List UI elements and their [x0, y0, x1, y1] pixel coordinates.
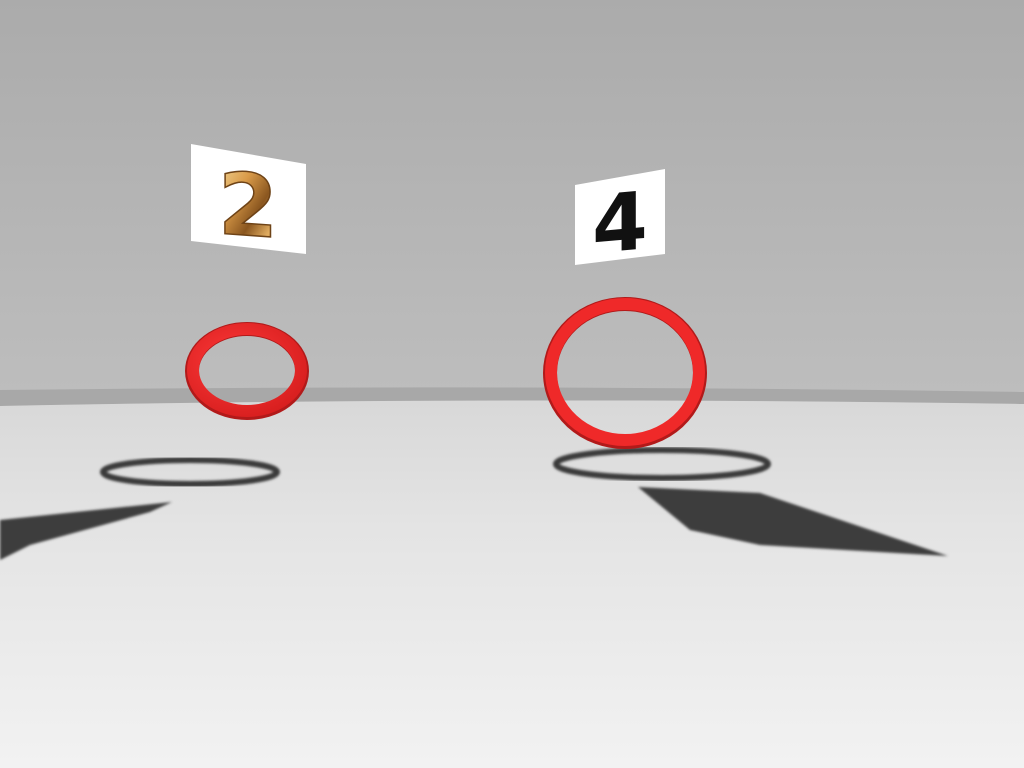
sign-left-panel — [191, 144, 306, 254]
sign-left-digit: 2 — [218, 154, 278, 258]
back-wall — [0, 0, 1024, 392]
red-ring-icon — [545, 298, 705, 446]
right-ring-shadow — [553, 447, 771, 481]
left-ring — [185, 322, 309, 420]
floor — [0, 400, 1024, 768]
sign-right-digit: 4 — [592, 174, 648, 272]
left-sign-shadow — [0, 502, 172, 560]
left-ring-shadow — [100, 457, 280, 487]
sign-right: 4 — [575, 169, 665, 272]
horizon-band — [0, 387, 1024, 406]
red-ring-icon — [187, 323, 307, 417]
sign-right-panel — [575, 169, 665, 265]
sign-left: 2 — [191, 144, 306, 259]
right-ring — [543, 297, 707, 449]
right-sign-shadow — [638, 487, 948, 556]
